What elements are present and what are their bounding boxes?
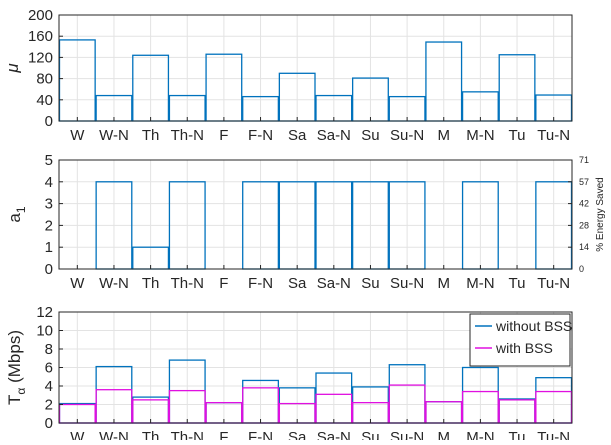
legend-label: with BSS	[495, 340, 553, 356]
right-y-tick-label: 28	[579, 220, 589, 230]
x-tick-label: Th	[142, 429, 160, 440]
y-tick-label: 4	[45, 378, 53, 395]
y-tick-label: 80	[36, 71, 53, 88]
x-tick-label: Th-N	[171, 429, 204, 440]
x-tick-label: Su-N	[390, 429, 424, 440]
x-tick-label: M	[438, 275, 451, 292]
x-tick-label: Tu-N	[537, 429, 570, 440]
x-tick-label: M	[438, 429, 451, 440]
x-tick-label: F-N	[248, 429, 273, 440]
axes-box	[58, 14, 573, 122]
x-tick-label: Sa	[288, 127, 307, 144]
x-tick-label: F	[219, 429, 228, 440]
y-axis-label: a1	[5, 206, 28, 222]
y-tick-label: 200	[28, 7, 53, 24]
right-axis-label: % Energy Saved	[595, 177, 606, 252]
x-tick-label: F-N	[248, 127, 273, 144]
y-tick-label: 1	[45, 239, 53, 256]
right-y-tick-label: 0	[579, 264, 584, 274]
x-tick-label: M-N	[466, 127, 494, 144]
x-tick-label: Tu-N	[537, 127, 570, 144]
y-tick-label: 0	[45, 415, 53, 432]
x-tick-label: Sa	[288, 429, 307, 440]
y-tick-label: 160	[28, 28, 53, 45]
x-tick-label: Su	[361, 127, 379, 144]
right-y-tick-label: 14	[579, 242, 589, 252]
x-tick-label: Tu	[509, 429, 526, 440]
y-axis-label: μ	[3, 63, 22, 74]
x-tick-label: Su	[361, 429, 379, 440]
right-y-tick-label: 57	[579, 177, 589, 187]
y-tick-label: 5	[45, 152, 53, 169]
y-tick-label: 6	[45, 360, 53, 377]
y-tick-label: 2	[45, 217, 53, 234]
x-tick-label: Th-N	[171, 127, 204, 144]
axes-box	[58, 159, 573, 270]
y-tick-label: 8	[45, 341, 53, 358]
x-tick-label: M-N	[466, 275, 494, 292]
x-tick-label: F	[219, 127, 228, 144]
x-tick-label: Th-N	[171, 275, 204, 292]
x-tick-label: M	[438, 127, 451, 144]
x-tick-label: Sa-N	[317, 127, 351, 144]
x-tick-label: Su-N	[390, 127, 424, 144]
legend: without BSS with BSS	[469, 313, 572, 367]
y-tick-label: 0	[45, 113, 53, 130]
y-tick-label: 10	[36, 323, 53, 340]
x-tick-label: Tu-N	[537, 275, 570, 292]
y-tick-label: 40	[36, 92, 53, 109]
y-tick-label: 120	[28, 49, 53, 66]
x-tick-label: Th	[142, 127, 160, 144]
x-tick-label: Su	[361, 275, 379, 292]
x-tick-label: F-N	[248, 275, 273, 292]
y-axis-label: Tα (Mbps)	[5, 330, 28, 405]
x-tick-label: Su-N	[390, 275, 424, 292]
x-tick-label: W	[70, 127, 85, 144]
x-tick-label: W-N	[99, 127, 129, 144]
y-tick-label: 2	[45, 397, 53, 414]
legend-label: without BSS	[495, 318, 572, 334]
x-tick-label: Th	[142, 275, 160, 292]
y-tick-label: 3	[45, 196, 53, 213]
chart-panel-1: 0 40 80 120 160 200 W W-N Th Th-N F F-N Sa Sa-N Su Su-N…	[3, 7, 573, 144]
x-tick-label: F	[219, 275, 228, 292]
x-tick-label: Sa-N	[317, 275, 351, 292]
x-tick-label: Tu	[509, 275, 526, 292]
x-tick-label: W-N	[99, 429, 129, 440]
x-tick-label: Sa	[288, 275, 307, 292]
x-tick-label: Tu	[509, 127, 526, 144]
x-tick-label: W	[70, 429, 85, 440]
right-y-tick-label: 71	[579, 155, 589, 165]
x-tick-label: W	[70, 275, 85, 292]
x-tick-label: Sa-N	[317, 429, 351, 440]
chart-panel-2: 0 1 2 3 4 5 W W-N Th Th-N F F-N Sa Sa-N Su Su-N M M-N Tu Tu…	[5, 152, 606, 292]
legend-box	[469, 313, 571, 367]
chart-panel-3: 02 46 810 12 W W-N Th Th-N F F-N Sa Sa-N Su Su-N M M-N T…	[5, 304, 573, 445]
y-tick-label: 12	[36, 304, 53, 321]
y-tick-label: 4	[45, 174, 53, 191]
right-y-tick-label: 42	[579, 199, 589, 209]
x-tick-label: M-N	[466, 429, 494, 440]
x-tick-label: W-N	[99, 275, 129, 292]
y-tick-label: 0	[45, 261, 53, 278]
